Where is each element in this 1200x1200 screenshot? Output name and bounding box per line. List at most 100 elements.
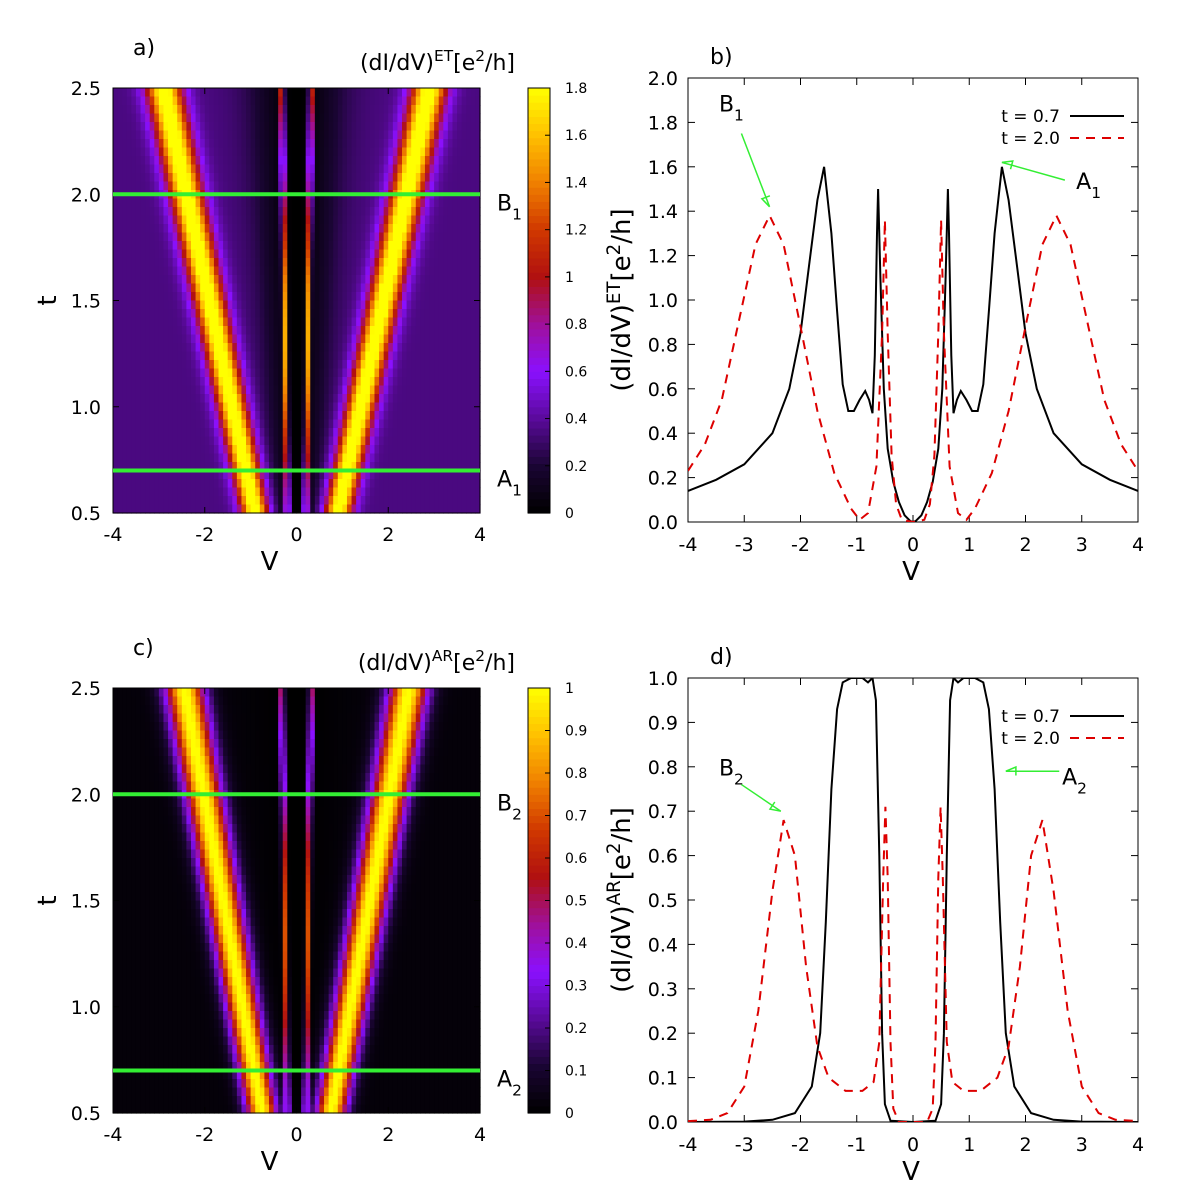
heatmap-cell [135,747,142,757]
heatmap-cell [140,266,146,276]
heatmap-cell [287,385,293,395]
heatmap-cell [415,688,421,698]
heatmap-cell [397,739,403,749]
heatmap-cell [337,317,343,327]
heatmap-cell [374,147,380,157]
heatmap-cell [227,487,233,497]
heatmap-cell [447,275,454,285]
heatmap-cell [259,207,265,217]
heatmap-cell [420,198,426,208]
heatmap-cell [282,326,288,336]
heatmap-cell [177,207,183,217]
heatmap-cell [296,232,302,242]
heatmap-cell [273,368,279,378]
heatmap-cell [264,351,270,361]
heatmap-cell [301,756,307,766]
heatmap-cell [374,130,380,140]
heatmap-cell [443,249,449,259]
heatmap-cell [438,445,444,455]
heatmap-cell [117,164,123,174]
heatmap-cell [223,266,229,276]
heatmap-cell [186,504,192,514]
heatmap-cell [406,317,412,327]
heatmap-cell [314,730,321,740]
heatmap-cell [135,113,142,123]
heatmap-cell [177,504,183,514]
heatmap-cell [200,283,206,293]
heatmap-cell [273,436,279,446]
heatmap-cell [145,300,151,310]
heatmap-cell [177,215,183,225]
heatmap-cell [241,164,247,174]
heatmap-cell [475,198,481,208]
heatmap-cell [443,402,449,412]
heatmap-cell [337,105,343,115]
heatmap-cell [388,462,394,472]
heatmap-cell [411,747,417,757]
heatmap-cell [278,722,284,732]
heatmap-cell [429,445,435,455]
heatmap-cell [236,139,243,149]
heatmap-cell [470,156,477,166]
heatmap-cell [246,394,252,404]
heatmap-cell [434,215,440,225]
heatmap-cell [145,739,151,749]
heatmap-cell [305,722,311,732]
heatmap-cell [452,198,458,208]
heatmap-cell [126,487,132,497]
heatmap-cell [406,747,412,757]
heatmap-cell [190,730,197,740]
heatmap-cell [443,747,449,757]
colorbar-swatch [528,491,550,500]
heatmap-cell [415,181,421,191]
heatmap-cell [475,122,481,132]
heatmap-cell [131,300,137,310]
heatmap-cell [356,713,362,723]
heatmap-cell [337,164,343,174]
heatmap-cell [213,326,220,336]
heatmap-cell [388,173,394,183]
heatmap-cell [470,300,477,310]
heatmap-cell [232,88,238,98]
heatmap-cell [447,164,454,174]
annotation-arrowhead [1001,160,1014,170]
colorbar-swatch [528,484,550,493]
heatmap-cell [241,368,247,378]
heatmap-cell [287,224,293,234]
heatmap-cell [383,360,389,370]
heatmap-cell [291,224,298,234]
heatmap-cell [246,198,252,208]
heatmap-cell [172,130,178,140]
heatmap-cell [328,713,334,723]
heatmap-cell [369,445,376,455]
heatmap-cell [324,96,330,106]
heatmap-cell [282,705,288,715]
heatmap-cell [149,258,155,268]
heatmap-cell [209,130,215,140]
heatmap-cell [122,130,128,140]
heatmap-cell [218,181,224,191]
heatmap-cell [154,504,160,514]
heatmap-cell [163,130,169,140]
heatmap-cell [374,436,380,446]
heatmap-cell [181,496,187,506]
heatmap-cell [346,96,353,106]
heatmap-cell [291,292,298,302]
heatmap-cell [145,105,151,115]
heatmap-cell [149,360,155,370]
heatmap-cell [415,343,421,353]
heatmap-cell [337,411,343,421]
heatmap-cell [181,292,187,302]
heatmap-cell [443,317,449,327]
heatmap-cell [406,139,412,149]
heatmap-cell [328,283,334,293]
heatmap-cell [250,479,256,489]
heatmap-cell [246,343,252,353]
heatmap-cell [411,309,417,319]
heatmap-cell [424,436,431,446]
heatmap-cell [346,696,353,706]
heatmap-cell [420,309,426,319]
colorbar-swatch [528,505,550,514]
heatmap-cell [392,453,399,463]
heatmap-cell [452,139,458,149]
